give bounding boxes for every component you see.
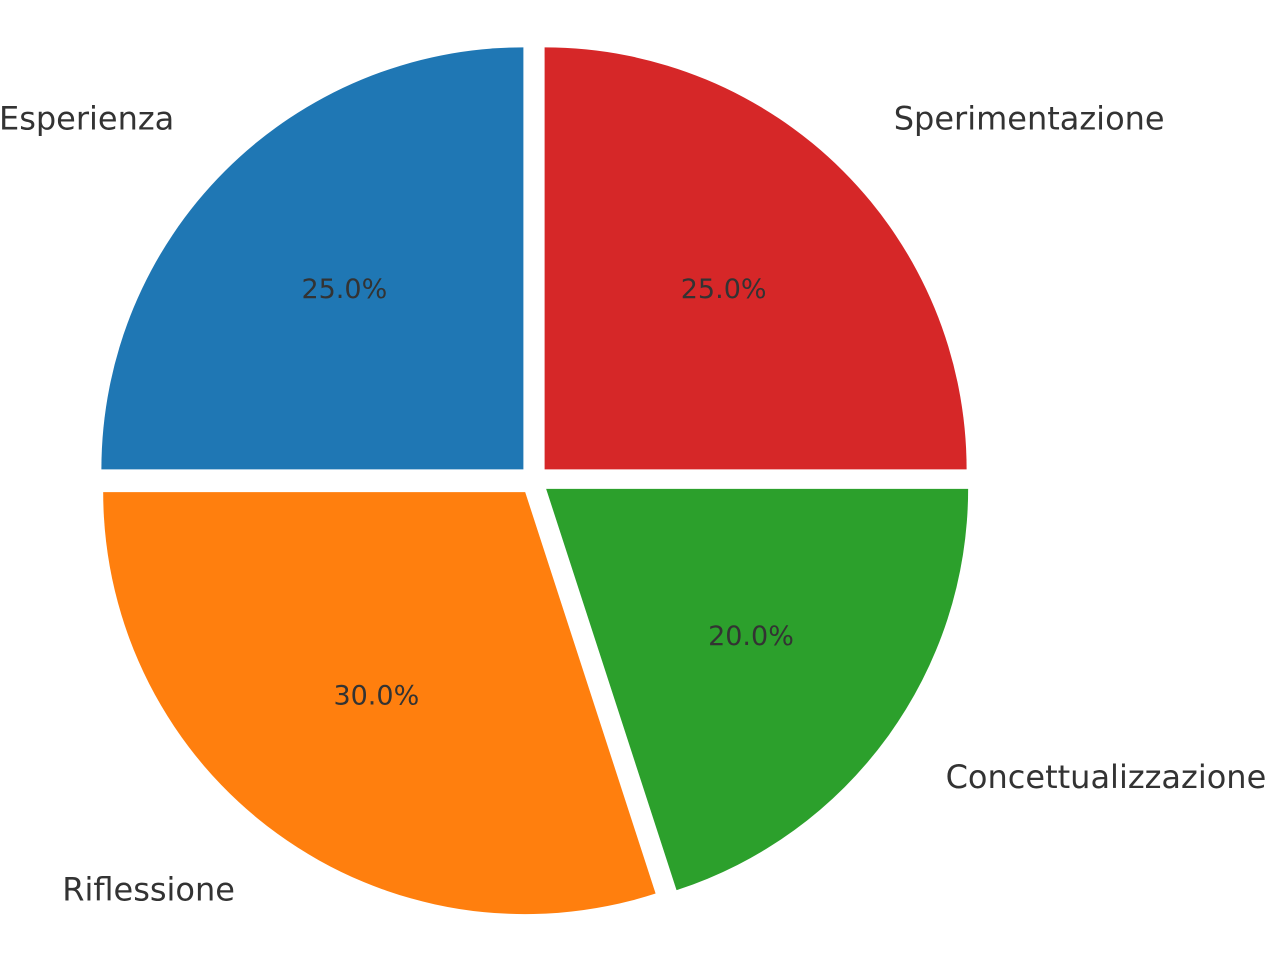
pct-label-sperimentazione: 25.0% — [681, 274, 767, 305]
pct-label-riflessione: 30.0% — [333, 680, 419, 711]
pie-slices — [101, 47, 969, 915]
slice-concettualizzazione — [546, 488, 969, 891]
slice-label-esperienza: Esperienza — [0, 99, 174, 137]
pct-label-esperienza: 25.0% — [301, 274, 387, 305]
slice-esperienza — [101, 47, 524, 470]
pct-label-concettualizzazione: 20.0% — [708, 621, 794, 652]
slice-label-concettualizzazione: Concettualizzazione — [946, 758, 1266, 796]
slice-label-riflessione: Riflessione — [62, 871, 235, 909]
pie-labels: Esperienza 25.0% Riflessione 30.0% Concettua… — [0, 99, 1266, 908]
slice-riflessione — [103, 492, 656, 915]
slice-label-sperimentazione: Sperimentazione — [894, 99, 1165, 137]
slice-sperimentazione — [544, 47, 967, 470]
